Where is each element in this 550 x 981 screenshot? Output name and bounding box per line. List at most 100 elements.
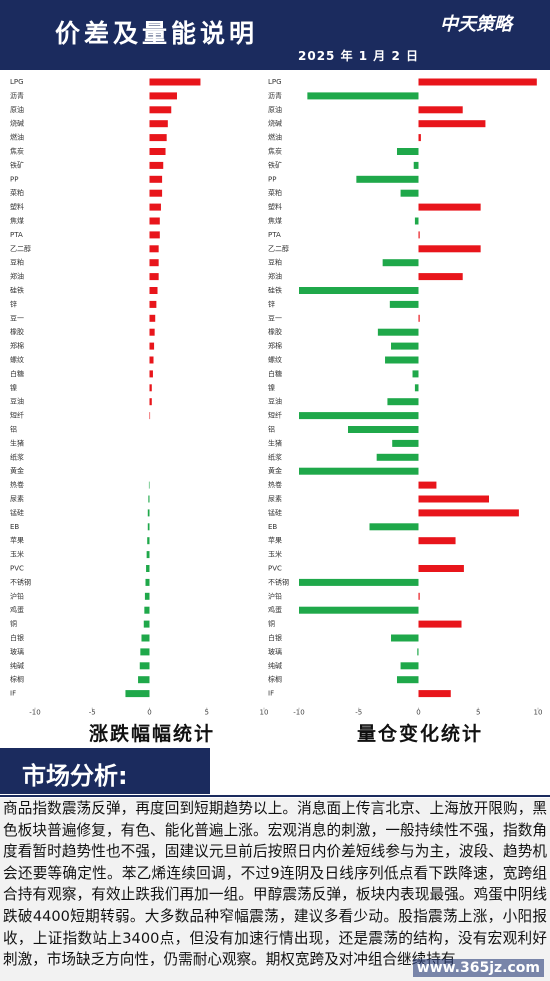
bar <box>382 259 419 267</box>
bar <box>396 148 419 155</box>
category-label: 焦煤 <box>10 216 24 225</box>
category-label: 塑料 <box>10 202 24 211</box>
bar <box>392 439 419 447</box>
category-label: 豆粕 <box>268 258 282 267</box>
bar <box>418 78 537 86</box>
bar <box>418 314 420 322</box>
bar <box>149 245 159 253</box>
bar <box>149 412 151 420</box>
x-tick-label: 10 <box>534 709 543 717</box>
bar <box>149 259 159 267</box>
bar <box>149 189 163 197</box>
category-label: 锌 <box>268 299 275 308</box>
category-label: 白糖 <box>10 369 24 378</box>
category-label: 豆一 <box>10 314 24 322</box>
analysis-text: 商品指数震荡反弹，再度回到短期趋势以上。消息面上传言北京、上海放开限购，黑色板块… <box>0 798 550 981</box>
bar <box>149 217 160 225</box>
x-tick-label: 0 <box>416 709 420 717</box>
category-label: 橡胶 <box>10 327 24 336</box>
chart-title: 涨跌幅幅统计 <box>89 722 215 745</box>
category-label: 镍 <box>10 383 17 392</box>
bar <box>149 78 201 86</box>
bar <box>391 342 419 350</box>
x-tick-label: -5 <box>89 709 96 717</box>
bar <box>146 565 150 572</box>
category-label: 沥青 <box>268 91 282 100</box>
chart-title: 量仓变化统计 <box>357 722 483 745</box>
category-label: PP <box>10 175 18 183</box>
category-label: 短纤 <box>10 411 24 420</box>
bar <box>396 676 419 684</box>
category-label: 沪铅 <box>10 591 24 600</box>
category-label: PP <box>268 175 276 183</box>
bar <box>418 509 519 517</box>
bar <box>377 328 419 336</box>
x-tick-label: 10 <box>260 709 269 717</box>
category-label: PVC <box>268 565 282 573</box>
category-label: 铁矿 <box>10 160 24 169</box>
category-label: EB <box>10 523 19 531</box>
bar <box>413 161 419 169</box>
bar <box>146 551 150 559</box>
category-label: 生猪 <box>10 438 24 447</box>
category-label: 烧碱 <box>268 119 282 128</box>
bar <box>299 287 419 294</box>
bar <box>299 578 419 586</box>
bar <box>356 175 419 183</box>
category-label: 塑料 <box>268 202 282 211</box>
category-label: 沪铅 <box>268 591 282 600</box>
category-label: 菜粕 <box>268 188 282 197</box>
category-label: 纸浆 <box>10 452 24 461</box>
category-label: 黄金 <box>268 466 282 475</box>
header: 价差及量能说明 2025 年 1 月 2 日 中天策略 <box>0 0 550 70</box>
bar <box>418 481 437 489</box>
category-label: PVC <box>10 565 24 573</box>
bar <box>147 537 150 545</box>
bar <box>147 523 150 531</box>
category-label: 铝 <box>268 425 275 434</box>
bar <box>149 92 177 100</box>
bar <box>414 384 419 392</box>
bar <box>400 662 419 670</box>
category-label: 玉米 <box>10 550 24 559</box>
x-tick-label: -5 <box>355 709 362 717</box>
category-label: 铁矿 <box>268 160 282 169</box>
bar <box>149 161 164 169</box>
bar <box>418 565 464 572</box>
category-label: 铝 <box>10 425 17 434</box>
bar <box>418 203 481 211</box>
category-label: LPG <box>10 78 24 86</box>
bar <box>149 300 157 308</box>
category-label: 豆粕 <box>10 258 24 267</box>
bar <box>144 592 150 600</box>
category-label: 原油 <box>10 105 24 114</box>
category-label: 焦炭 <box>268 147 282 156</box>
category-label: 郑棉 <box>268 341 282 350</box>
bar <box>125 690 150 698</box>
category-label: 尿素 <box>268 494 282 503</box>
bar <box>418 537 456 545</box>
watermark: www.365jz.com <box>412 959 544 977</box>
bar <box>149 120 168 128</box>
bar <box>418 620 462 628</box>
category-label: 热卷 <box>268 480 282 489</box>
category-label: 锰硅 <box>10 508 24 517</box>
category-label: 白糖 <box>268 369 282 378</box>
category-label: 纯碱 <box>10 661 24 670</box>
category-label: 郑棉 <box>10 341 24 350</box>
category-label: 锰硅 <box>268 508 282 517</box>
bar <box>387 398 419 406</box>
bar <box>149 314 156 322</box>
category-label: 玻璃 <box>10 647 24 656</box>
bar <box>400 189 419 197</box>
bar <box>149 398 152 406</box>
category-label: 螺纹 <box>268 355 282 364</box>
bar <box>418 106 463 114</box>
bar <box>144 606 150 614</box>
bar <box>145 578 150 586</box>
bar <box>376 453 419 461</box>
bar <box>418 120 486 128</box>
bar <box>418 231 420 239</box>
